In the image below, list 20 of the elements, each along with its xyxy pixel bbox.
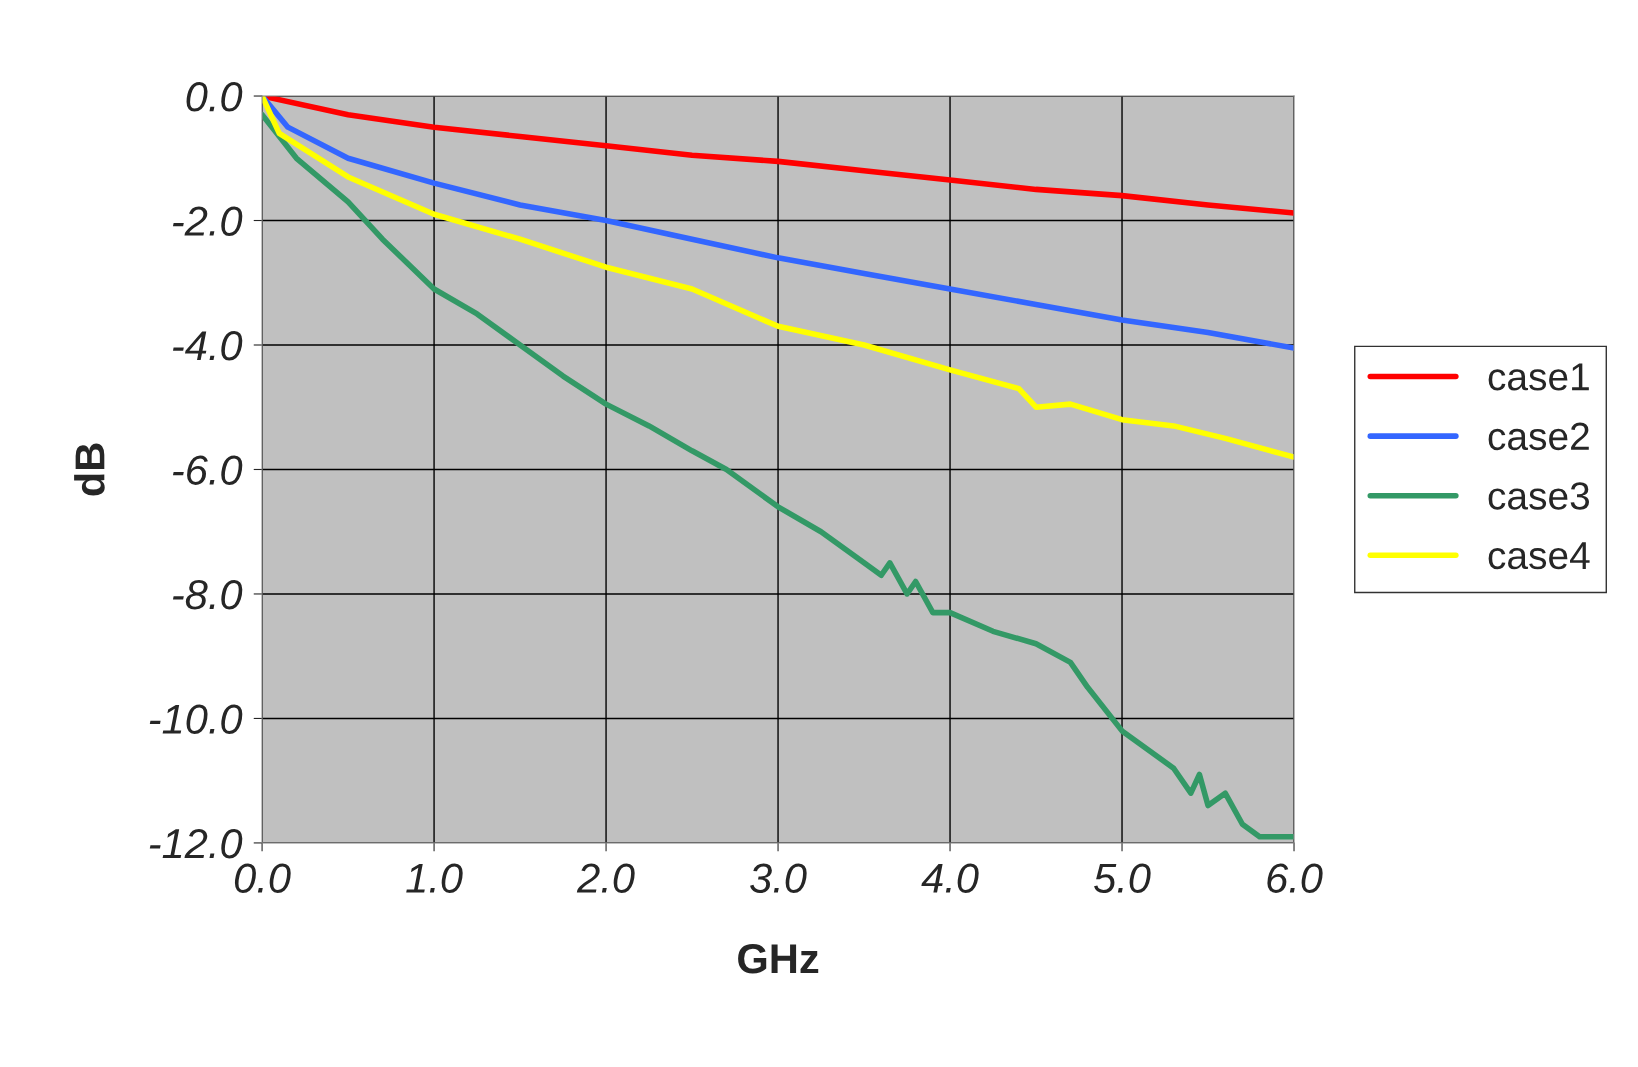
legend-label: case4 bbox=[1488, 542, 1590, 570]
y-tick-label: 0.0 bbox=[186, 82, 243, 112]
legend-label: case1 bbox=[1488, 363, 1589, 391]
x-tick-label: 3.0 bbox=[750, 863, 807, 893]
x-tick-label: 4.0 bbox=[921, 863, 979, 893]
y-tick-label: -6.0 bbox=[172, 455, 243, 485]
y-tick-label: -10.0 bbox=[149, 704, 243, 734]
x-tick-label: 1.0 bbox=[406, 863, 463, 893]
y-tick-label: -4.0 bbox=[172, 331, 243, 361]
x-tick-label: 5.0 bbox=[1094, 863, 1151, 893]
y-tick-label: -2.0 bbox=[172, 206, 243, 237]
x-tick-label: 2.0 bbox=[576, 863, 635, 893]
y-tick-label: -8.0 bbox=[172, 579, 243, 610]
x-axis-title: GHz bbox=[738, 943, 819, 974]
x-tick-label: 6.0 bbox=[1267, 863, 1323, 893]
y-axis-title: dB bbox=[74, 443, 105, 496]
legend-label: case3 bbox=[1488, 482, 1590, 510]
legend-label: case2 bbox=[1488, 422, 1589, 451]
y-tick-label: -12.0 bbox=[149, 828, 243, 859]
x-tick-label: 0.0 bbox=[234, 863, 291, 893]
